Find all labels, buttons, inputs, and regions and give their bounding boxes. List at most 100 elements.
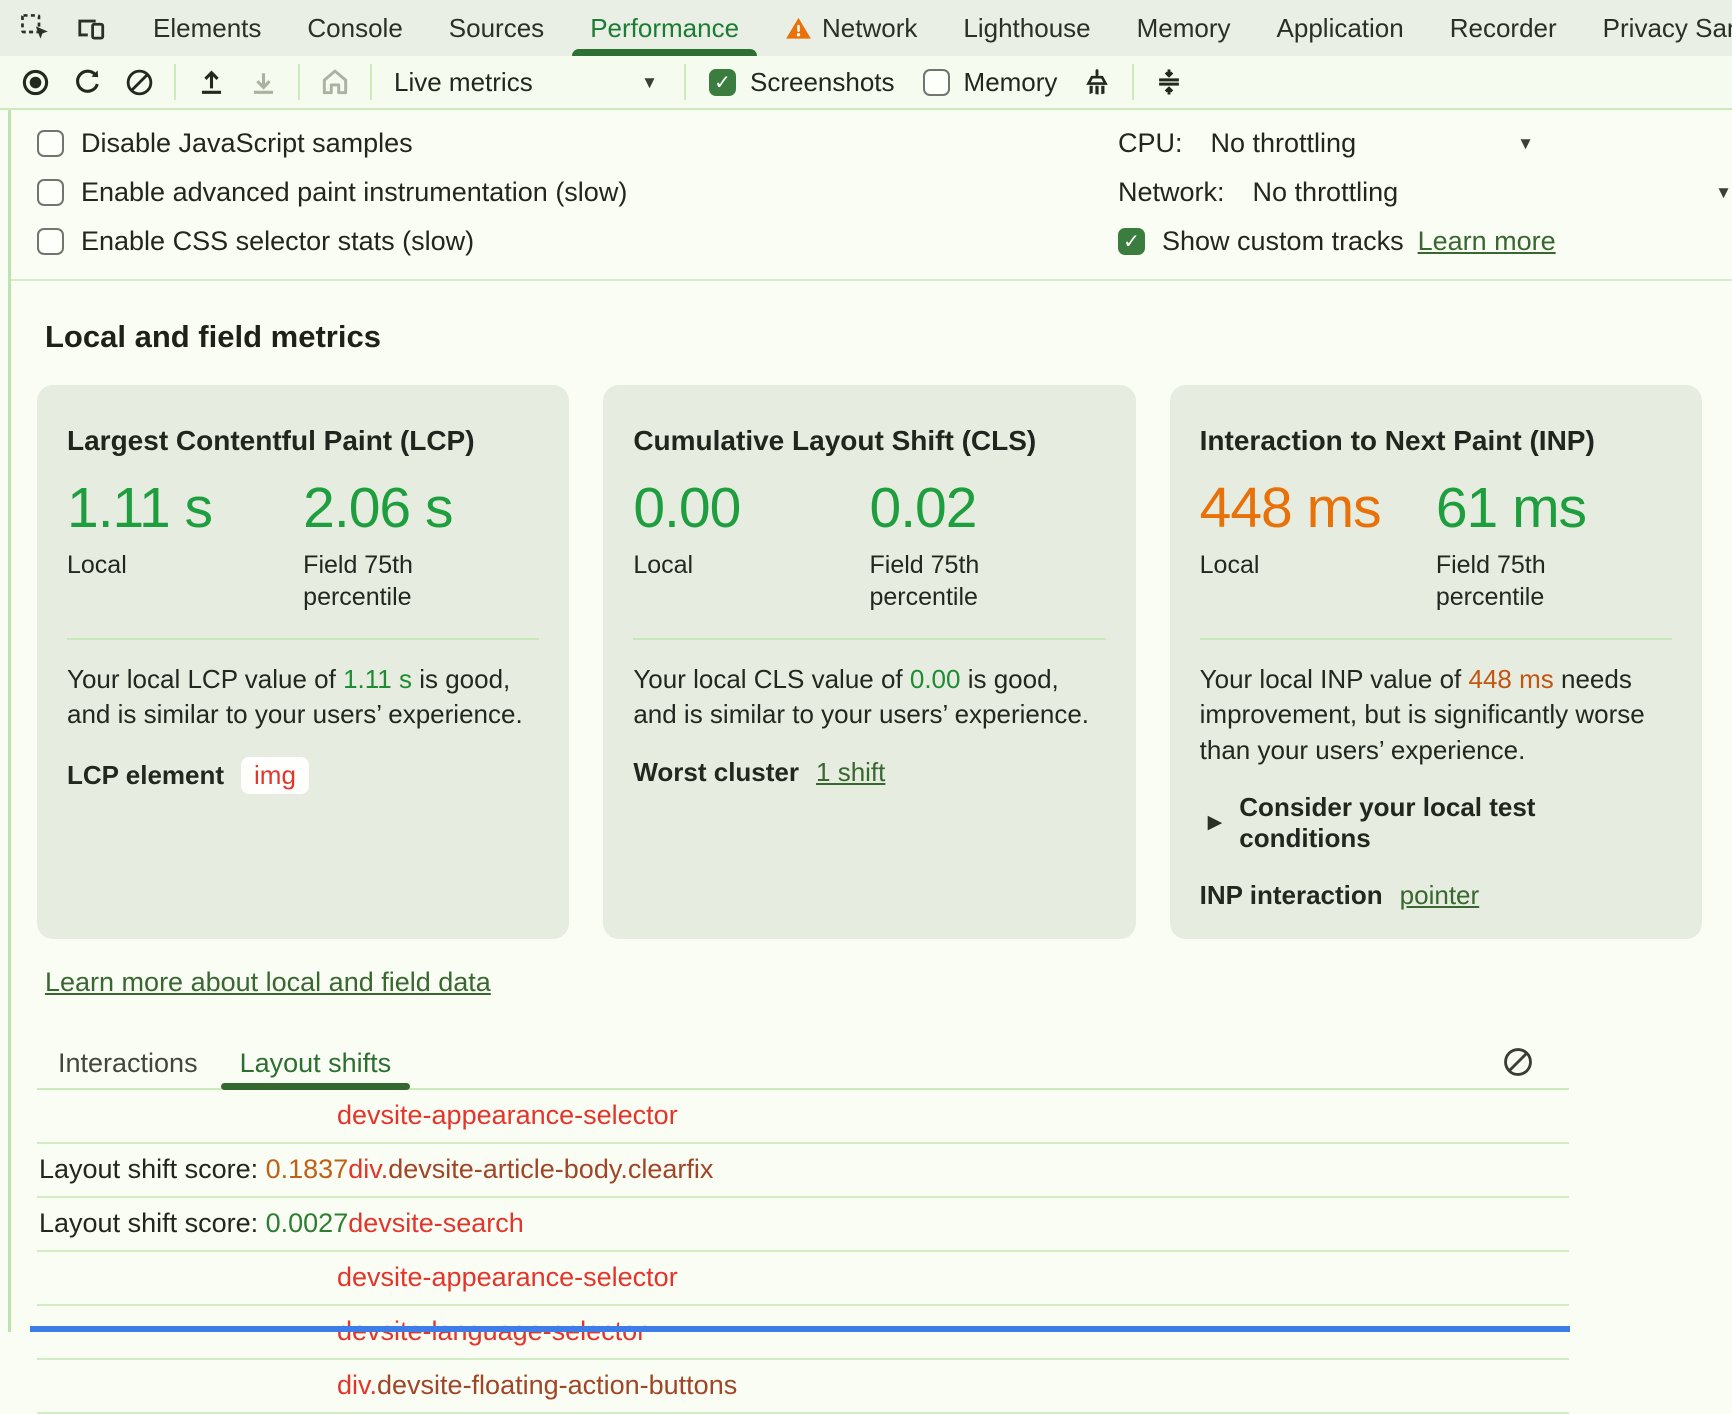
caret-down-icon[interactable]: ▼	[1715, 184, 1732, 201]
save-profile-button[interactable]	[238, 59, 288, 105]
checkbox-unchecked-icon	[37, 130, 64, 157]
tab-performance[interactable]: Performance	[567, 0, 762, 56]
logs-tabbar: Interactions Layout shifts	[37, 1040, 1569, 1090]
device-toolbar-icon	[75, 12, 107, 44]
cpu-throttling-row: CPU: No throttling ▼	[1118, 120, 1732, 167]
throttling-controls: CPU: No throttling ▼ Network: No throttl…	[1118, 120, 1732, 265]
lcp-card: Largest Contentful Paint (LCP) 1.11 s Lo…	[37, 385, 569, 939]
css-selector-stats-checkbox[interactable]: Enable CSS selector stats (slow)	[37, 218, 627, 265]
advanced-paint-instrumentation-checkbox[interactable]: Enable advanced paint instrumentation (s…	[37, 169, 627, 216]
memory-checkbox[interactable]: Memory	[910, 59, 1071, 105]
network-label: Network:	[1118, 177, 1225, 208]
shift-score-value: 0.1837	[266, 1154, 349, 1184]
history-dropdown-value: Live metrics	[394, 67, 533, 98]
shift-score-value: 0.0027	[266, 1208, 349, 1238]
inp-field-value: 61 ms	[1436, 479, 1672, 539]
local-field-metrics-section: Local and field metrics Largest Contentf…	[11, 281, 1732, 998]
network-throttling-select[interactable]: No throttling	[1253, 177, 1399, 208]
layout-shift-row: Layout shift score: 0.1837 div.devsite-a…	[37, 1144, 1569, 1198]
screenshots-label: Screenshots	[750, 67, 895, 98]
worst-cluster-link[interactable]: 1 shift	[816, 757, 885, 788]
capture-options: Disable JavaScript samples Enable advanc…	[37, 120, 627, 265]
node-link[interactable]: div.devsite-floating-action-buttons	[337, 1370, 737, 1401]
learn-more-local-field-link[interactable]: Learn more about local and field data	[45, 967, 491, 997]
layout-shift-row: div.devsite-floating-action-buttons	[37, 1360, 1569, 1414]
lcp-card-title: Largest Contentful Paint (LCP)	[67, 425, 539, 457]
lcp-description: Your local LCP value of 1.11 s is good, …	[67, 662, 539, 733]
node-link[interactable]: div.devsite-article-body.clearfix	[348, 1154, 713, 1185]
reload-and-record-button[interactable]	[62, 59, 112, 105]
cpu-throttling-select[interactable]: No throttling	[1211, 128, 1357, 159]
lcp-local-label: Local	[67, 549, 267, 582]
bottom-scroll-indicator	[30, 1326, 1570, 1332]
panel-tabs: Elements Console Sources Performance Net…	[130, 0, 1732, 56]
custom-tracks-row: ✓ Show custom tracks Learn more	[1118, 218, 1732, 265]
tab-lighthouse[interactable]: Lighthouse	[940, 0, 1113, 56]
card-divider	[633, 638, 1105, 640]
inp-interaction-link[interactable]: pointer	[1400, 880, 1480, 911]
tab-recorder[interactable]: Recorder	[1427, 0, 1580, 56]
toolbar-separator	[1132, 64, 1134, 100]
section-heading: Local and field metrics	[45, 319, 1702, 355]
inp-description: Your local INP value of 448 ms needs imp…	[1200, 662, 1672, 768]
node-link[interactable]: devsite-appearance-selector	[337, 1262, 678, 1293]
node-link[interactable]: devsite-appearance-selector	[337, 1100, 678, 1131]
caret-down-icon[interactable]: ▼	[1517, 135, 1534, 152]
block-icon	[1501, 1045, 1535, 1079]
inp-field-label: Field 75th percentile	[1436, 549, 1636, 614]
show-custom-tracks-label: Show custom tracks	[1162, 226, 1404, 257]
devtools-tabbar: Elements Console Sources Performance Net…	[0, 0, 1732, 56]
clear-log-button[interactable]	[1501, 1045, 1535, 1079]
card-divider	[67, 638, 539, 640]
cls-card-title: Cumulative Layout Shift (CLS)	[633, 425, 1105, 457]
node-link[interactable]: devsite-search	[348, 1208, 524, 1239]
tab-sources[interactable]: Sources	[426, 0, 567, 56]
toolbar-separator	[684, 64, 686, 100]
tab-memory[interactable]: Memory	[1114, 0, 1254, 56]
inp-local-value: 448 ms	[1200, 479, 1436, 539]
local-test-conditions-disclosure[interactable]: ▶ Consider your local test conditions	[1200, 792, 1672, 854]
screenshots-checkbox[interactable]: ✓ Screenshots	[696, 59, 908, 105]
lcp-local-value: 1.11 s	[67, 479, 303, 539]
clear-button[interactable]	[114, 59, 164, 105]
download-icon	[248, 67, 279, 98]
device-toolbar-button[interactable]	[68, 6, 114, 50]
layout-shift-row: devsite-language-selector	[37, 1306, 1569, 1360]
network-throttling-row: Network: No throttling ▼	[1118, 169, 1732, 216]
toolbar-separator	[298, 64, 300, 100]
cls-card: Cumulative Layout Shift (CLS) 0.00 Local…	[603, 385, 1135, 939]
lcp-field-label: Field 75th percentile	[303, 549, 503, 614]
worst-cluster-label: Worst cluster	[633, 757, 799, 788]
inspect-element-button[interactable]	[12, 6, 58, 50]
shortcuts-dialog-button[interactable]	[1144, 59, 1194, 105]
memory-label: Memory	[964, 67, 1058, 98]
lcp-element-node-link[interactable]: img	[241, 757, 309, 794]
upload-icon	[196, 67, 227, 98]
tab-elements[interactable]: Elements	[130, 0, 284, 56]
disable-js-samples-checkbox[interactable]: Disable JavaScript samples	[37, 120, 627, 167]
tab-application[interactable]: Application	[1254, 0, 1427, 56]
checkbox-checked-icon[interactable]: ✓	[1118, 228, 1145, 255]
history-dropdown[interactable]: Live metrics ▼	[382, 59, 674, 105]
cls-field-value: 0.02	[870, 479, 1106, 539]
cls-local-value: 0.00	[633, 479, 869, 539]
inp-card: Interaction to Next Paint (INP) 448 ms L…	[1170, 385, 1702, 939]
collect-garbage-button[interactable]	[1072, 59, 1122, 105]
layout-shift-row: devsite-appearance-selector	[37, 1090, 1569, 1144]
lcp-element-label: LCP element	[67, 760, 224, 791]
custom-tracks-learn-more-link[interactable]: Learn more	[1418, 226, 1556, 257]
checkbox-unchecked-icon	[923, 69, 950, 96]
tab-network[interactable]: Network	[762, 0, 940, 56]
card-divider	[1200, 638, 1672, 640]
cpu-label: CPU:	[1118, 128, 1183, 159]
live-metrics-logs: Interactions Layout shifts devsite-appea…	[37, 1040, 1569, 1414]
tab-layout-shifts[interactable]: Layout shifts	[219, 1040, 413, 1088]
tab-console[interactable]: Console	[284, 0, 425, 56]
tab-privacy-sandbox[interactable]: Privacy Sand	[1580, 0, 1732, 56]
tab-interactions[interactable]: Interactions	[37, 1040, 219, 1088]
layout-shift-row: devsite-appearance-selector	[37, 1252, 1569, 1306]
checkbox-unchecked-icon	[37, 228, 64, 255]
record-button[interactable]	[10, 59, 60, 105]
load-profile-button[interactable]	[186, 59, 236, 105]
back-to-live-metrics-button[interactable]	[310, 59, 360, 105]
